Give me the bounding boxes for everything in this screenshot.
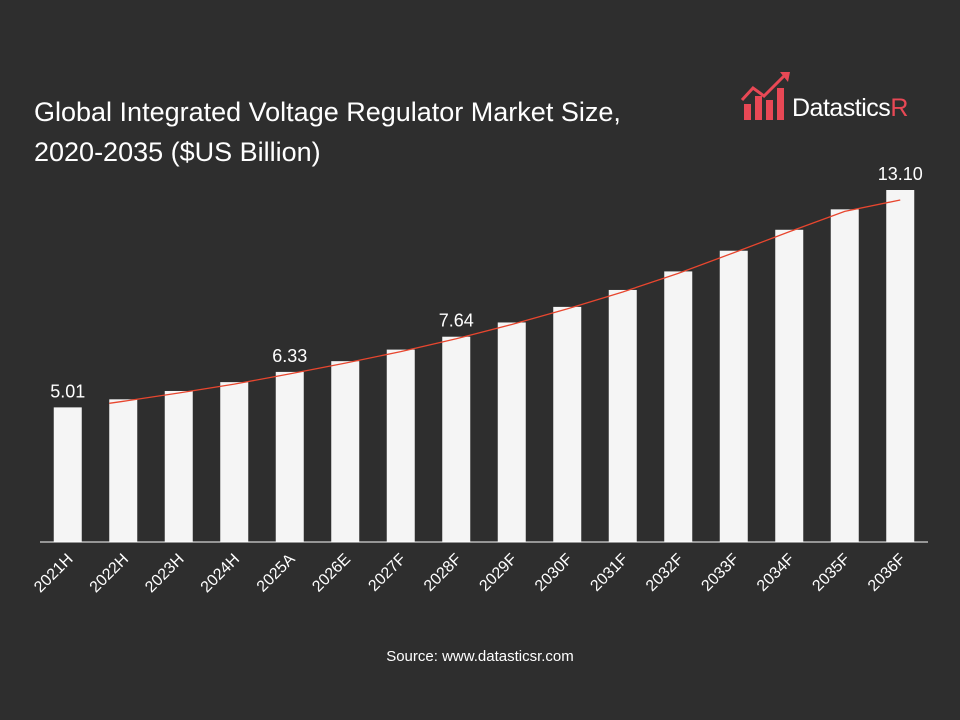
logo-text-main: Datastics bbox=[792, 94, 891, 122]
bar-2026E bbox=[331, 361, 360, 542]
x-tick-label: 2021H bbox=[31, 551, 76, 596]
bar-2029F bbox=[497, 322, 526, 542]
data-label: 7.64 bbox=[439, 311, 474, 331]
logo-chart-icon bbox=[740, 72, 790, 120]
bar-2021H bbox=[53, 407, 82, 542]
trendline bbox=[109, 199, 901, 404]
x-tick-label: 2035F bbox=[809, 551, 853, 595]
data-label: 13.10 bbox=[878, 164, 923, 184]
x-tick-label: 2027F bbox=[365, 551, 409, 595]
x-tick-label: 2034F bbox=[754, 551, 798, 595]
x-tick-label: 2023H bbox=[142, 551, 187, 596]
data-label: 5.01 bbox=[50, 381, 85, 401]
bar-2022H bbox=[109, 399, 138, 542]
x-tick-label: 2024H bbox=[198, 551, 243, 596]
bar-2034F bbox=[775, 229, 804, 542]
x-tick-label: 2032F bbox=[643, 551, 687, 595]
bar-2025A bbox=[275, 371, 304, 542]
bar-2033F bbox=[719, 250, 748, 542]
x-tick-label: 2026E bbox=[309, 551, 354, 596]
logo-text: DatasticsR bbox=[792, 94, 908, 123]
bar-2032F bbox=[664, 271, 693, 542]
bar-2035F bbox=[830, 209, 859, 542]
x-tick-label: 2022H bbox=[87, 551, 132, 596]
logo-text-accent: R bbox=[890, 94, 908, 122]
x-tick-label: 2036F bbox=[865, 551, 909, 595]
bar-2036F bbox=[886, 190, 915, 542]
bar-2031F bbox=[608, 289, 637, 542]
x-tick-label: 2031F bbox=[587, 551, 631, 595]
bar-2030F bbox=[553, 306, 582, 542]
bar-2028F bbox=[442, 336, 471, 542]
x-tick-label: 2033F bbox=[698, 551, 742, 595]
source-note: Source: www.datasticsr.com bbox=[386, 648, 574, 665]
chart-title: Global Integrated Voltage Regulator Mark… bbox=[34, 97, 621, 167]
bar-2024H bbox=[220, 382, 249, 542]
bar-2023H bbox=[164, 390, 193, 542]
data-label: 6.33 bbox=[272, 346, 307, 366]
x-tick-label: 2025A bbox=[254, 551, 299, 596]
datasticsr-logo: DatasticsR bbox=[740, 70, 930, 130]
x-tick-label: 2028F bbox=[421, 551, 465, 595]
x-tick-label: 2030F bbox=[532, 551, 576, 595]
x-tick-label: 2029F bbox=[476, 551, 520, 595]
bar-2027F bbox=[386, 349, 415, 542]
